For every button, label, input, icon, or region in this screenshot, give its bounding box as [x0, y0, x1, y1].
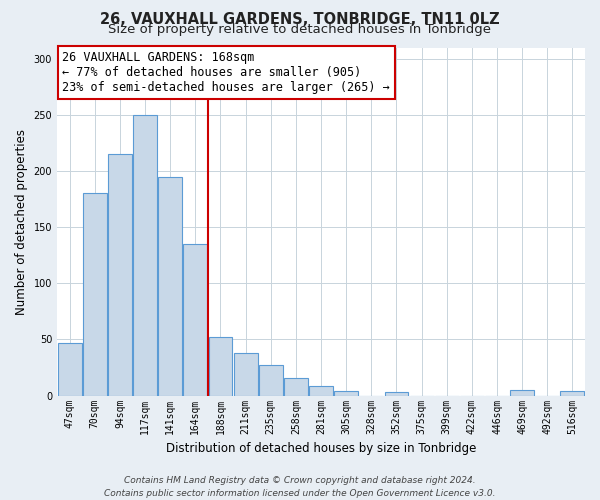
Bar — [209, 337, 232, 396]
Bar — [108, 154, 132, 396]
Bar — [309, 386, 333, 396]
Bar — [284, 378, 308, 396]
Bar — [184, 244, 207, 396]
X-axis label: Distribution of detached houses by size in Tonbridge: Distribution of detached houses by size … — [166, 442, 476, 455]
Bar — [158, 176, 182, 396]
Bar — [259, 366, 283, 396]
Bar — [58, 343, 82, 396]
Bar — [510, 390, 534, 396]
Text: 26 VAUXHALL GARDENS: 168sqm
← 77% of detached houses are smaller (905)
23% of se: 26 VAUXHALL GARDENS: 168sqm ← 77% of det… — [62, 51, 390, 94]
Text: Contains HM Land Registry data © Crown copyright and database right 2024.
Contai: Contains HM Land Registry data © Crown c… — [104, 476, 496, 498]
Text: Size of property relative to detached houses in Tonbridge: Size of property relative to detached ho… — [109, 22, 491, 36]
Bar — [334, 391, 358, 396]
Bar — [233, 353, 257, 396]
Text: 26, VAUXHALL GARDENS, TONBRIDGE, TN11 0LZ: 26, VAUXHALL GARDENS, TONBRIDGE, TN11 0L… — [100, 12, 500, 28]
Bar — [560, 391, 584, 396]
Y-axis label: Number of detached properties: Number of detached properties — [15, 128, 28, 314]
Bar — [83, 194, 107, 396]
Bar — [133, 115, 157, 396]
Bar — [385, 392, 409, 396]
